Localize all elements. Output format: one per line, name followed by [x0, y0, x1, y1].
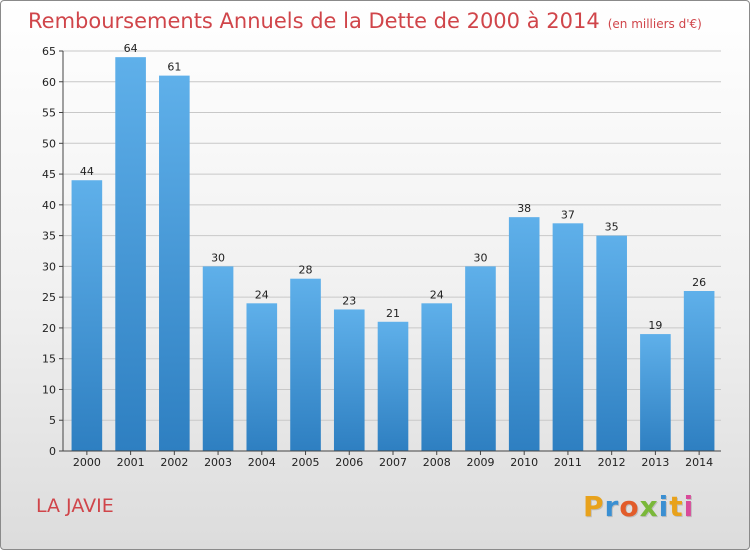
value-label: 35 [605, 221, 619, 234]
x-tick-label: 2002 [160, 456, 188, 469]
chart-title: Remboursements Annuels de la Dette de 20… [28, 9, 702, 33]
x-tick-label: 2008 [423, 456, 451, 469]
value-label: 37 [561, 208, 575, 221]
x-tick-label: 2004 [248, 456, 276, 469]
x-tick-label: 2000 [73, 456, 101, 469]
bar-2008[interactable] [421, 303, 453, 451]
logo-letter: r [604, 490, 620, 523]
value-label: 64 [124, 42, 138, 55]
y-tick-label: 0 [49, 445, 56, 458]
bar-2007[interactable] [377, 321, 409, 451]
bar-2000[interactable] [71, 180, 103, 451]
value-label: 24 [255, 288, 269, 301]
value-label: 30 [211, 251, 225, 264]
bar-2010[interactable] [508, 217, 540, 451]
logo-letter: o [619, 490, 640, 523]
x-tick-label: 2011 [554, 456, 582, 469]
x-tick-label: 2006 [335, 456, 363, 469]
bar-2003[interactable] [202, 266, 234, 451]
logo-letter: t [669, 490, 684, 523]
bar-2012[interactable] [596, 235, 627, 451]
bar-2006[interactable] [333, 309, 365, 451]
bar-2004[interactable] [246, 303, 278, 451]
logo-letter: P [583, 490, 605, 523]
value-label: 26 [692, 276, 706, 289]
bar-2009[interactable] [465, 266, 496, 451]
x-tick-label: 2010 [510, 456, 538, 469]
bar-2011[interactable] [552, 223, 584, 451]
value-label: 38 [517, 202, 531, 215]
x-tick-label: 2003 [204, 456, 232, 469]
y-tick-label: 60 [42, 76, 56, 89]
logo-letter: i [658, 490, 670, 523]
y-tick-label: 10 [42, 383, 56, 396]
y-tick-label: 5 [49, 414, 56, 427]
value-label: 19 [648, 319, 662, 332]
y-tick-label: 15 [42, 353, 56, 366]
bar-2005[interactable] [290, 278, 321, 451]
value-label: 30 [473, 251, 487, 264]
commune-name: LA JAVIE [36, 495, 114, 517]
x-tick-label: 2014 [685, 456, 713, 469]
bar-2001[interactable] [115, 57, 146, 452]
x-tick-label: 2005 [292, 456, 320, 469]
proxiti-logo[interactable]: Proxiti [583, 490, 694, 523]
x-tick-label: 2007 [379, 456, 407, 469]
value-label: 21 [386, 307, 400, 320]
y-tick-label: 45 [42, 168, 56, 181]
value-label: 23 [342, 294, 356, 307]
x-tick-label: 2013 [641, 456, 669, 469]
x-tick-label: 2009 [466, 456, 494, 469]
y-tick-label: 30 [42, 260, 56, 273]
value-label: 24 [430, 288, 444, 301]
x-tick-label: 2012 [598, 456, 626, 469]
y-tick-label: 50 [42, 137, 56, 150]
y-tick-label: 40 [42, 199, 56, 212]
bar-2013[interactable] [640, 334, 671, 451]
logo-letter: i [683, 490, 695, 523]
bar-2014[interactable] [683, 291, 715, 451]
chart-subtitle: (en milliers d'€) [607, 17, 702, 31]
y-tick-label: 20 [42, 322, 56, 335]
y-tick-label: 35 [42, 230, 56, 243]
y-tick-label: 55 [42, 107, 56, 120]
x-tick-label: 2001 [117, 456, 145, 469]
value-label: 44 [80, 165, 94, 178]
y-tick-label: 25 [42, 291, 56, 304]
logo-letter: x [639, 490, 659, 523]
value-label: 61 [167, 61, 181, 74]
value-label: 28 [299, 264, 313, 277]
bar-2002[interactable] [159, 75, 190, 451]
chart-title-text: Remboursements Annuels de la Dette de 20… [28, 9, 600, 33]
y-tick-label: 65 [42, 45, 56, 58]
